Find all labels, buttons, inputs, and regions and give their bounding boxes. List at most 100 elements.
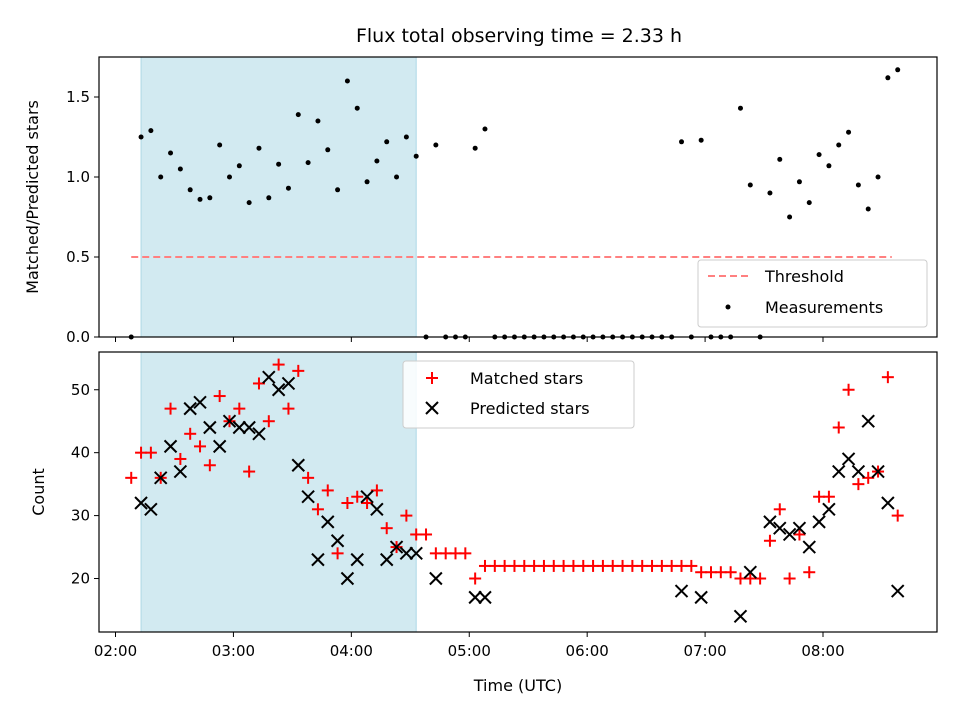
matched-point	[793, 528, 806, 541]
predicted-point	[389, 540, 404, 554]
matched-point	[164, 402, 177, 415]
predicted-point	[468, 590, 482, 605]
matched-point	[184, 427, 197, 440]
measurement-point	[472, 145, 478, 151]
matched-point	[822, 490, 835, 503]
top-legend-box	[697, 259, 928, 328]
predicted-point	[154, 471, 168, 485]
predicted-point	[851, 464, 866, 479]
top-plot-frame	[98, 56, 938, 338]
measurement-point	[826, 163, 832, 169]
matched-point	[862, 471, 875, 484]
matched-point	[891, 509, 904, 522]
measurement-point	[433, 142, 439, 148]
measurement-point	[698, 137, 704, 143]
predicted-point	[212, 439, 227, 454]
x-tick-label: 04:00	[330, 642, 373, 660]
measurement-point	[767, 190, 773, 196]
bottom-legend-box	[402, 360, 635, 429]
bottom-y-ticks: 20 30 40 50	[71, 381, 99, 588]
matched-point	[213, 390, 226, 403]
matched-point	[233, 402, 246, 415]
predicted-point	[763, 515, 777, 529]
top-y-tick-label: 0.0	[66, 328, 90, 346]
top-legend: Threshold Measurements	[697, 259, 928, 328]
matched-point	[174, 452, 187, 465]
measurement-point	[344, 78, 350, 84]
chart-title: Flux total observing time = 2.33 h	[356, 25, 682, 47]
measurement-point	[403, 134, 409, 140]
matched-point	[400, 509, 413, 522]
measurement-point	[895, 67, 901, 73]
x-tick-label: 02:00	[94, 642, 137, 660]
matched-point	[803, 566, 816, 579]
measurement-point	[394, 174, 400, 180]
matched-point	[292, 364, 305, 377]
matched-point	[272, 358, 285, 371]
measurement-point	[865, 206, 871, 212]
predicted-point	[861, 414, 875, 428]
bottom-legend: Matched stars Predicted stars	[402, 360, 635, 429]
bottom-y-tick-label: 20	[71, 570, 90, 588]
x-axis-label: Time (UTC)	[473, 676, 562, 695]
predicted-point	[203, 420, 217, 435]
predicted-point	[281, 376, 296, 391]
measurement-point	[266, 195, 272, 201]
matched-point	[420, 528, 433, 541]
measurement-point	[875, 174, 881, 180]
predicted-point	[360, 490, 374, 504]
matched-point	[252, 377, 265, 390]
matched-point	[754, 572, 767, 585]
matched-point	[341, 497, 354, 510]
x-tick-label: 03:00	[212, 642, 255, 660]
matched-point	[361, 497, 374, 510]
predicted-point	[881, 496, 895, 510]
predicted-point	[321, 515, 335, 529]
measurement-point	[285, 185, 291, 191]
predicted-point	[478, 590, 492, 605]
measurement-point	[335, 187, 341, 193]
predicted-point	[871, 464, 885, 479]
top-y-ticks: 0.0 0.5 1.0 1.5	[66, 88, 99, 346]
predicted-point	[733, 609, 748, 623]
bottom-plot-frame	[98, 351, 938, 633]
predicted-point	[252, 427, 266, 441]
measurement-point	[256, 145, 262, 151]
predicted-point	[271, 383, 286, 397]
predicted-point	[193, 395, 207, 410]
predicted-point	[429, 571, 443, 586]
matched-point	[331, 547, 344, 560]
measurement-point	[276, 161, 282, 167]
predicted-point	[350, 552, 364, 567]
predicted-point	[832, 464, 846, 479]
predicted-star-points	[134, 370, 905, 623]
matched-point	[763, 534, 776, 547]
measurement-point	[305, 160, 311, 166]
matched-point	[380, 522, 393, 535]
matched-point	[685, 559, 698, 572]
matched-point	[302, 471, 315, 484]
measurement-point	[806, 200, 812, 206]
legend-matched-label: Matched stars	[470, 369, 583, 388]
measurement-point	[138, 134, 144, 140]
bottom-y-tick-label: 50	[71, 381, 90, 399]
matched-point	[469, 572, 482, 585]
predicted-point	[380, 552, 394, 567]
predicted-point	[812, 515, 826, 529]
predicted-point	[340, 571, 355, 586]
predicted-point	[399, 546, 414, 561]
legend-measurements-label: Measurements	[765, 298, 883, 317]
measurement-point	[846, 129, 852, 135]
matched-point	[370, 484, 383, 497]
matched-point	[203, 459, 216, 472]
top-y-tick-label: 1.5	[66, 88, 90, 106]
x-tick-label: 08:00	[801, 642, 844, 660]
top-x-ticks	[115, 337, 824, 342]
top-observing-span	[140, 56, 417, 338]
predicted-point	[232, 420, 247, 435]
legend-predicted-swatch	[425, 401, 439, 415]
predicted-point	[144, 502, 158, 517]
measurement-point	[816, 152, 822, 158]
legend-threshold-label: Threshold	[764, 267, 844, 286]
